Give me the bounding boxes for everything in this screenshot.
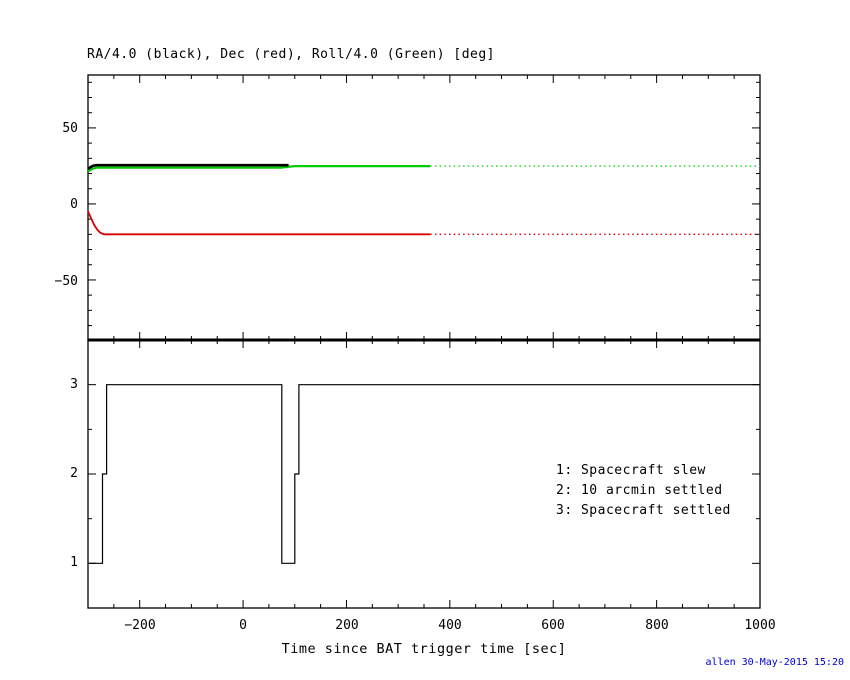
- x-tick-label-1000: 1000: [744, 618, 776, 633]
- legend-item-slew: 1: Spacecraft slew: [556, 463, 706, 478]
- legend-item-10arcmin: 2: 10 arcmin settled: [556, 483, 723, 498]
- ra-line: [87, 163, 289, 170]
- x-tick-label-0: 0: [239, 618, 247, 633]
- x-tick-label-600: 600: [541, 618, 565, 633]
- panel-frame-attitude: [87, 74, 761, 341]
- y-tick-label-top-50: 50: [62, 121, 78, 136]
- x-tick-label-neg200: −200: [124, 618, 156, 633]
- y-tick-label-top-neg50: −50: [54, 274, 78, 289]
- plot-title: RA/4.0 (black), Dec (red), Roll/4.0 (Gre…: [87, 47, 496, 62]
- roll-line: [87, 165, 431, 173]
- y-tick-label-bottom-2: 2: [70, 466, 78, 481]
- x-tick-label-800: 800: [645, 618, 669, 633]
- x-tick-label-400: 400: [438, 618, 462, 633]
- legend-item-settled: 3: Spacecraft settled: [556, 503, 731, 518]
- y-tick-label-top-0: 0: [70, 197, 78, 212]
- credit-stamp: allen 30-May-2015 15:20: [705, 657, 844, 668]
- x-tick-label-200: 200: [335, 618, 359, 633]
- y-tick-label-bottom-3: 3: [70, 377, 78, 392]
- y-tick-label-bottom-1: 1: [70, 555, 78, 570]
- settled-state-line: [88, 384, 760, 564]
- x-axis-label: Time since BAT trigger time [sec]: [281, 641, 567, 657]
- dec-line: [87, 211, 431, 236]
